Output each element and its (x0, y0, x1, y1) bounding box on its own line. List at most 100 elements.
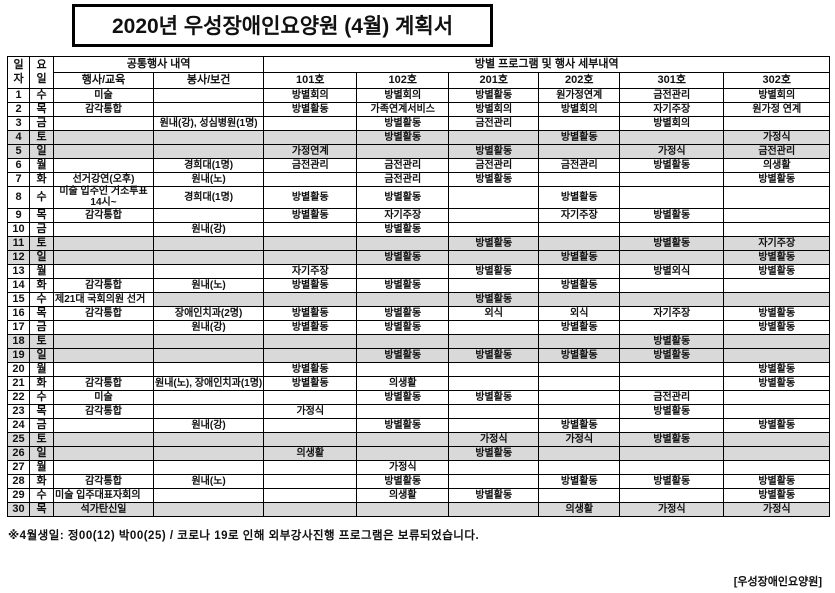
cell-room-202 (538, 292, 621, 307)
cell-event: 미술 (53, 88, 154, 103)
cell-room-302: 방별활동 (723, 488, 831, 503)
cell-room-201: 방별활동 (448, 172, 540, 187)
cell-day: 8 (7, 186, 30, 209)
cell-room-201: 방별활동 (448, 488, 540, 503)
cell-room-301 (619, 488, 725, 503)
cell-room-302: 방별활동 (723, 250, 831, 265)
cell-room-202 (538, 144, 621, 159)
cell-room-101: 방별활동 (263, 186, 358, 209)
cell-weekday: 화 (29, 376, 54, 391)
cell-room-102 (356, 404, 450, 419)
cell-room-202 (538, 446, 621, 461)
cell-weekday: 화 (29, 172, 54, 187)
cell-room-201: 방별활동 (448, 390, 540, 405)
cell-room-302: 의생활 (723, 158, 831, 173)
cell-event (53, 144, 154, 159)
cell-room-302 (723, 404, 831, 419)
cell-room-301 (619, 172, 725, 187)
cell-care (152, 130, 265, 145)
header-room-202: 202호 (538, 72, 621, 89)
table-row: 12 일 방별활동 방별활동 방별활동 (7, 250, 831, 265)
cell-room-102: 의생활 (356, 488, 450, 503)
cell-day: 2 (7, 102, 30, 117)
table-row: 18 토 방별활동 (7, 334, 831, 349)
cell-day: 17 (7, 320, 30, 335)
cell-event: 감각통합 (53, 102, 154, 117)
cell-room-301 (619, 186, 725, 209)
cell-event: 제21대 국회의원 선거 (53, 292, 154, 307)
cell-room-201: 방별활동 (448, 144, 540, 159)
cell-room-302 (723, 278, 831, 293)
cell-room-102: 방별활동 (356, 348, 450, 363)
cell-room-301 (619, 222, 725, 237)
cell-room-102 (356, 144, 450, 159)
cell-room-302 (723, 348, 831, 363)
cell-room-202: 금전관리 (538, 158, 621, 173)
cell-room-101: 방별활동 (263, 208, 358, 223)
cell-room-102 (356, 502, 450, 517)
cell-room-301: 방별활동 (619, 236, 725, 251)
cell-room-102: 방별활동 (356, 474, 450, 489)
cell-room-101 (263, 502, 358, 517)
cell-event: 감각통합 (53, 208, 154, 223)
signature: [우성장애인요양원] (733, 576, 822, 588)
cell-weekday: 수 (29, 186, 54, 209)
cell-room-301 (619, 376, 725, 391)
table-row: 1 수 미술 방별회의 방별회의 방별활동 원가정연계 금전관리 방별회의 (7, 88, 831, 103)
cell-care (152, 88, 265, 103)
cell-event (53, 334, 154, 349)
cell-day: 11 (7, 236, 30, 251)
cell-room-201: 금전관리 (448, 158, 540, 173)
cell-room-302 (723, 222, 831, 237)
cell-room-102: 방별회의 (356, 88, 450, 103)
cell-room-202: 의생활 (538, 502, 621, 517)
header-room-101: 101호 (263, 72, 358, 89)
table-row: 15 수 제21대 국회의원 선거 방별활동 (7, 292, 831, 307)
cell-room-301 (619, 278, 725, 293)
cell-care (152, 144, 265, 159)
cell-room-101 (263, 116, 358, 131)
cell-room-302 (723, 116, 831, 131)
cell-event (53, 250, 154, 265)
cell-care (152, 446, 265, 461)
monthly-plan-table: 일자 요일 공통행사 내역 방별 프로그램 및 행사 세부내역 행사/교육 봉사… (7, 56, 831, 517)
cell-room-301: 방별활동 (619, 432, 725, 447)
cell-room-101 (263, 236, 358, 251)
cell-room-301 (619, 292, 725, 307)
cell-day: 20 (7, 362, 30, 377)
cell-room-101 (263, 334, 358, 349)
cell-weekday: 수 (29, 88, 54, 103)
cell-care: 원내(노) (152, 172, 265, 187)
cell-room-102: 방별활동 (356, 390, 450, 405)
cell-room-301: 가정식 (619, 502, 725, 517)
cell-room-301: 방별활동 (619, 348, 725, 363)
cell-weekday: 금 (29, 116, 54, 131)
cell-room-101 (263, 418, 358, 433)
table-row: 19 일 방별활동 방별활동 방별활동 방별활동 (7, 348, 831, 363)
header-event: 행사/교육 (53, 72, 154, 89)
cell-room-301 (619, 460, 725, 475)
cell-event: 선거강연(오후) (53, 172, 154, 187)
cell-day: 24 (7, 418, 30, 433)
cell-room-301 (619, 446, 725, 461)
table-row: 27 월 가정식 (7, 460, 831, 475)
cell-room-202: 방별활동 (538, 186, 621, 209)
cell-room-202: 가정식 (538, 432, 621, 447)
cell-room-202: 방별활동 (538, 474, 621, 489)
cell-care (152, 102, 265, 117)
cell-room-302: 방별활동 (723, 376, 831, 391)
cell-room-201: 방별활동 (448, 348, 540, 363)
cell-room-301 (619, 362, 725, 377)
table-row: 28 화 감각통합 원내(노) 방별활동 방별활동 방별활동 방별활동 (7, 474, 831, 489)
cell-day: 15 (7, 292, 30, 307)
header-date: 일자 (7, 56, 30, 89)
cell-weekday: 토 (29, 334, 54, 349)
cell-care (152, 432, 265, 447)
cell-day: 1 (7, 88, 30, 103)
cell-room-201 (448, 460, 540, 475)
cell-room-201: 가정식 (448, 432, 540, 447)
cell-room-202: 방별활동 (538, 320, 621, 335)
cell-room-102 (356, 446, 450, 461)
cell-room-102: 가정식 (356, 460, 450, 475)
cell-room-302 (723, 292, 831, 307)
